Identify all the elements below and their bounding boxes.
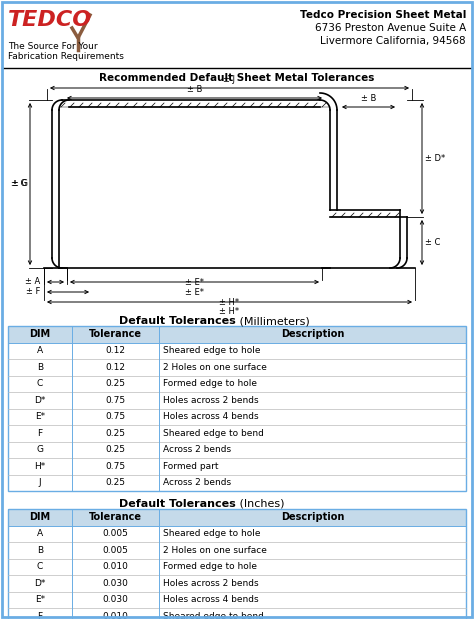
Text: B: B bbox=[37, 546, 43, 555]
Bar bbox=[8, 342, 466, 359]
Text: Tolerance: Tolerance bbox=[89, 513, 142, 522]
Bar bbox=[8, 558, 466, 575]
Text: 0.005: 0.005 bbox=[103, 546, 128, 555]
Text: 0.25: 0.25 bbox=[106, 429, 126, 438]
Text: Formed edge to hole: Formed edge to hole bbox=[163, 562, 257, 571]
Text: Holes across 2 bends: Holes across 2 bends bbox=[163, 396, 259, 405]
Text: 0.005: 0.005 bbox=[103, 529, 128, 539]
Text: D*: D* bbox=[35, 396, 46, 405]
Text: ± B: ± B bbox=[187, 85, 202, 94]
Text: Fabrication Requirements: Fabrication Requirements bbox=[8, 52, 124, 61]
Text: C: C bbox=[37, 562, 43, 571]
Text: J: J bbox=[39, 478, 41, 487]
Text: Holes across 4 bends: Holes across 4 bends bbox=[163, 595, 259, 604]
Text: 0.25: 0.25 bbox=[106, 478, 126, 487]
Text: 0.030: 0.030 bbox=[103, 579, 128, 588]
Text: 0.010: 0.010 bbox=[103, 612, 128, 619]
Text: Holes across 2 bends: Holes across 2 bends bbox=[163, 579, 259, 588]
Text: Recommended Default Sheet Metal Tolerances: Recommended Default Sheet Metal Toleranc… bbox=[100, 73, 374, 83]
Text: DIM: DIM bbox=[29, 329, 51, 339]
Text: 0.75: 0.75 bbox=[106, 412, 126, 422]
Text: ± G: ± G bbox=[11, 180, 27, 189]
Text: Livermore California, 94568: Livermore California, 94568 bbox=[320, 36, 466, 46]
Bar bbox=[8, 526, 466, 542]
Text: Sheared edge to bend: Sheared edge to bend bbox=[163, 429, 264, 438]
Bar bbox=[8, 441, 466, 458]
Bar bbox=[8, 359, 466, 376]
Text: 6736 Preston Avenue Suite A: 6736 Preston Avenue Suite A bbox=[315, 23, 466, 33]
Text: Default Tolerances: Default Tolerances bbox=[119, 316, 236, 326]
Text: A: A bbox=[37, 346, 43, 355]
Text: A: A bbox=[37, 529, 43, 539]
Text: The Source For Your: The Source For Your bbox=[8, 42, 98, 51]
Text: B: B bbox=[37, 363, 43, 372]
Text: 0.12: 0.12 bbox=[106, 363, 126, 372]
Bar bbox=[8, 542, 466, 558]
Bar bbox=[8, 376, 466, 392]
Text: D*: D* bbox=[35, 579, 46, 588]
Bar bbox=[8, 509, 466, 526]
Bar bbox=[8, 409, 466, 425]
Text: Description: Description bbox=[281, 513, 344, 522]
Bar bbox=[8, 575, 466, 592]
Bar bbox=[8, 509, 466, 619]
Bar bbox=[8, 458, 466, 475]
Text: Formed part: Formed part bbox=[163, 462, 219, 471]
Bar bbox=[8, 592, 466, 608]
Text: 0.75: 0.75 bbox=[106, 462, 126, 471]
Text: ± D*: ± D* bbox=[425, 154, 445, 163]
Text: Tolerance: Tolerance bbox=[89, 329, 142, 339]
Text: ± H*: ± H* bbox=[219, 307, 239, 316]
Bar bbox=[8, 475, 466, 491]
Bar bbox=[8, 326, 466, 491]
Text: ± E*: ± E* bbox=[185, 288, 204, 297]
Text: ± H*: ± H* bbox=[219, 298, 239, 307]
Text: Sheared edge to hole: Sheared edge to hole bbox=[163, 346, 261, 355]
Text: G: G bbox=[36, 445, 44, 454]
Bar bbox=[8, 392, 466, 409]
Text: ± G: ± G bbox=[12, 180, 28, 189]
Text: 0.12: 0.12 bbox=[106, 346, 126, 355]
Text: 2 Holes on one surface: 2 Holes on one surface bbox=[163, 363, 267, 372]
Text: 0.030: 0.030 bbox=[103, 595, 128, 604]
Bar bbox=[8, 326, 466, 342]
Text: (Inches): (Inches) bbox=[236, 499, 284, 509]
Bar bbox=[8, 608, 466, 619]
Text: Description: Description bbox=[281, 329, 344, 339]
Text: ± E*: ± E* bbox=[185, 278, 204, 287]
Text: 0.010: 0.010 bbox=[103, 562, 128, 571]
Text: Across 2 bends: Across 2 bends bbox=[163, 445, 231, 454]
Text: 2 Holes on one surface: 2 Holes on one surface bbox=[163, 546, 267, 555]
Text: F: F bbox=[37, 612, 43, 619]
Text: (Millimeters): (Millimeters) bbox=[236, 316, 310, 326]
Text: DIM: DIM bbox=[29, 513, 51, 522]
Text: E*: E* bbox=[35, 412, 45, 422]
Text: F: F bbox=[37, 429, 43, 438]
Text: TEDCO: TEDCO bbox=[8, 10, 92, 30]
Text: ± C: ± C bbox=[425, 238, 440, 247]
Text: 0.75: 0.75 bbox=[106, 396, 126, 405]
Text: E*: E* bbox=[35, 595, 45, 604]
Text: C: C bbox=[37, 379, 43, 388]
Text: H*: H* bbox=[35, 462, 46, 471]
Text: Tedco Precision Sheet Metal: Tedco Precision Sheet Metal bbox=[300, 10, 466, 20]
Text: ± B: ± B bbox=[361, 94, 376, 103]
Text: ± J: ± J bbox=[224, 75, 236, 84]
Text: Formed edge to hole: Formed edge to hole bbox=[163, 379, 257, 388]
Text: Sheared edge to bend: Sheared edge to bend bbox=[163, 612, 264, 619]
Text: 0.25: 0.25 bbox=[106, 379, 126, 388]
Text: 0.25: 0.25 bbox=[106, 445, 126, 454]
Text: ± A: ± A bbox=[25, 277, 40, 287]
Bar bbox=[8, 425, 466, 441]
Text: Holes across 4 bends: Holes across 4 bends bbox=[163, 412, 259, 422]
Text: Default Tolerances: Default Tolerances bbox=[119, 499, 236, 509]
Text: Sheared edge to hole: Sheared edge to hole bbox=[163, 529, 261, 539]
Text: ± F: ± F bbox=[26, 287, 40, 297]
Text: Across 2 bends: Across 2 bends bbox=[163, 478, 231, 487]
